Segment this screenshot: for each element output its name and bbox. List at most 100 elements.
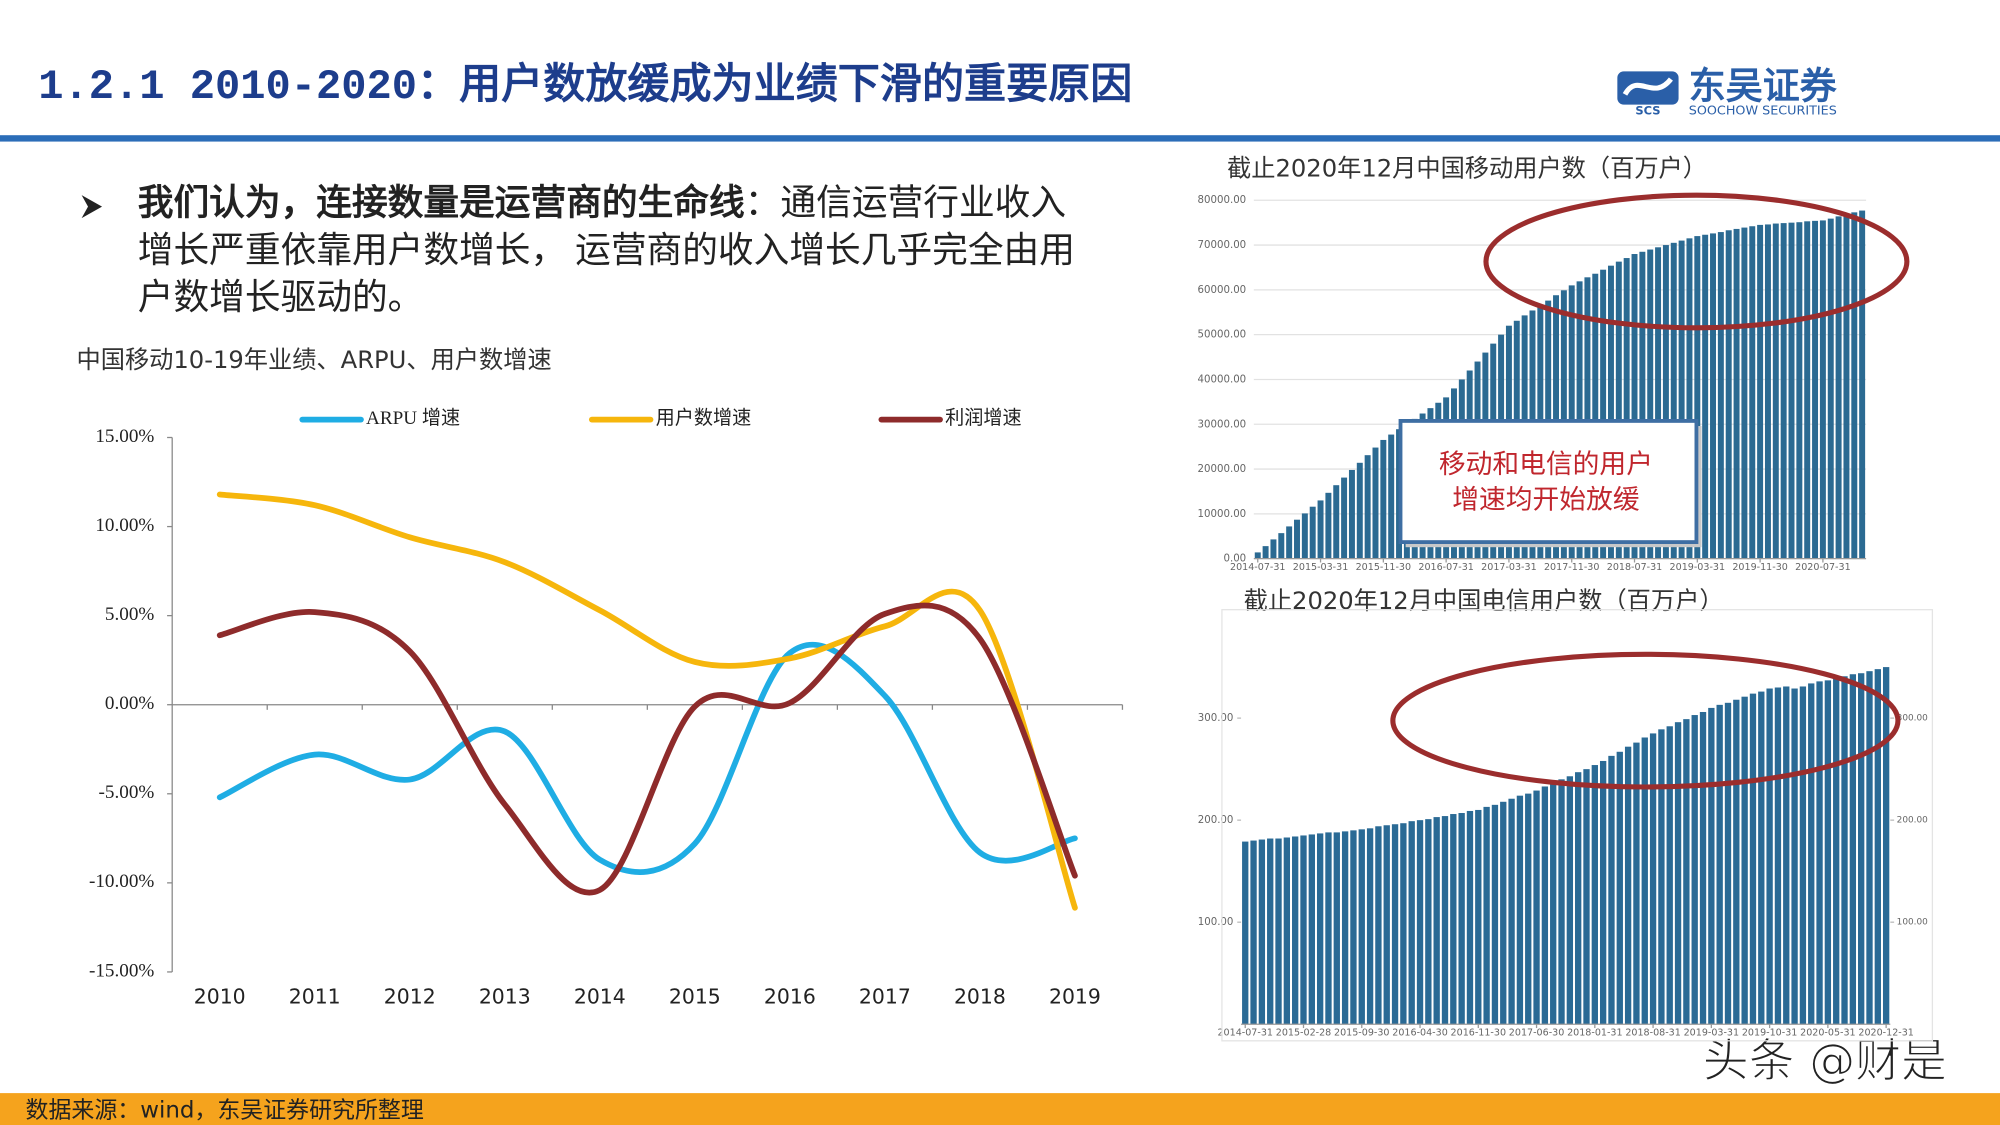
bar xyxy=(1851,212,1858,559)
x-tick-label: 2020-07-31 xyxy=(1795,562,1850,573)
bar xyxy=(1375,826,1382,1025)
bar xyxy=(1316,833,1324,1025)
chart-title: 截止2020年12月中国移动用户数（百万户） xyxy=(1227,155,1707,183)
bar xyxy=(1333,485,1340,559)
bar xyxy=(1592,273,1599,559)
bar xyxy=(1758,691,1765,1025)
x-tick-label: 2017 xyxy=(859,984,911,1008)
callout-box xyxy=(1398,419,1699,545)
bar xyxy=(1341,831,1349,1025)
bar xyxy=(1300,835,1307,1025)
bar xyxy=(1616,751,1623,1025)
x-tick-label: 2020-05-31 xyxy=(1800,1028,1855,1039)
y-tick-label: 300.00 xyxy=(1198,713,1234,724)
x-tick-label: 2020-12-31 xyxy=(1858,1028,1913,1039)
bar xyxy=(1783,686,1790,1025)
bullet-line: ：通信运营行业收入 xyxy=(745,183,1066,223)
bullet-line: 户数增长驱动的。 xyxy=(138,277,424,317)
bar xyxy=(1358,829,1365,1025)
y-tick-label: 10000.00 xyxy=(1198,509,1247,520)
bar xyxy=(1380,439,1387,559)
bar xyxy=(1816,681,1823,1025)
bar xyxy=(1294,519,1300,559)
bar xyxy=(1666,726,1673,1025)
bar xyxy=(1292,836,1299,1025)
chart-title: 中国移动10-19年业绩、ARPU、用户数增速 xyxy=(77,346,552,374)
x-tick-label: 2015-02-28 xyxy=(1276,1028,1331,1039)
bar xyxy=(1686,238,1693,559)
bar xyxy=(1441,816,1449,1025)
bar xyxy=(1710,233,1716,559)
x-tick-label: 2019-10-31 xyxy=(1742,1028,1797,1039)
bar xyxy=(1541,786,1549,1025)
bar xyxy=(1841,676,1848,1025)
logo: SCS 东吴证券 SOOCHOW SECURITIES xyxy=(1617,65,1838,118)
bar xyxy=(1674,722,1682,1025)
bar xyxy=(1774,687,1782,1025)
logo-name: 东吴证券 xyxy=(1689,65,1838,108)
bar xyxy=(1388,434,1395,559)
bar xyxy=(1558,779,1565,1025)
bar xyxy=(1702,234,1709,559)
bar xyxy=(1655,247,1662,559)
bar xyxy=(1749,693,1757,1025)
bar xyxy=(1278,533,1285,559)
bar xyxy=(1662,245,1669,559)
x-tick-label: 2018-07-31 xyxy=(1607,562,1662,573)
x-tick-label: 2019-03-31 xyxy=(1684,1028,1739,1039)
bar xyxy=(1416,820,1424,1025)
logo-english: SOOCHOW SECURITIES xyxy=(1689,103,1837,118)
bar xyxy=(1827,218,1834,559)
bar xyxy=(1843,214,1850,559)
bar xyxy=(1348,469,1355,559)
bar xyxy=(1788,222,1795,559)
bar xyxy=(1796,222,1803,559)
bar xyxy=(1491,804,1499,1025)
bar xyxy=(1566,776,1574,1025)
bar xyxy=(1267,838,1274,1025)
highlight-ellipse xyxy=(1390,651,1901,790)
bar xyxy=(1835,216,1842,559)
source-band xyxy=(0,1093,2000,1125)
bar xyxy=(1607,265,1614,559)
bar xyxy=(1683,719,1690,1025)
y-tick-label: -10.00% xyxy=(89,871,154,892)
x-tick-label: 2017-06-30 xyxy=(1509,1028,1564,1039)
bar xyxy=(1608,755,1615,1025)
bar xyxy=(1333,832,1340,1025)
bar xyxy=(1242,841,1249,1025)
logo-abbr: SCS xyxy=(1635,103,1660,117)
bar xyxy=(1647,249,1654,559)
y-tick-label: 80000.00 xyxy=(1198,195,1247,206)
bar xyxy=(1804,221,1811,559)
slide-title: 1.2.1 2010-2020：用户数放缓成为业绩下滑的重要原因 xyxy=(38,61,1132,111)
y-tick-label: -15.00% xyxy=(89,960,154,981)
bar xyxy=(1859,210,1866,559)
bar xyxy=(1550,783,1557,1025)
bar xyxy=(1678,240,1685,559)
bullet-bold: 我们认为，连接数量是运营商的生命线 xyxy=(138,183,745,223)
bar xyxy=(1670,242,1677,559)
y-tick-label: 30000.00 xyxy=(1198,419,1247,430)
bar xyxy=(1301,513,1308,559)
y-tick-label: 0.00 xyxy=(1223,554,1246,565)
x-tick-label: 2010 xyxy=(194,984,246,1008)
bar xyxy=(1808,683,1815,1025)
x-tick-label: 2014-07-31 xyxy=(1217,1028,1272,1039)
x-tick-label: 2014 xyxy=(574,984,626,1008)
bar xyxy=(1858,673,1865,1025)
bar xyxy=(1716,704,1723,1025)
y-tick-label: 70000.00 xyxy=(1198,240,1247,251)
legend-label: ARPU 增速 xyxy=(366,407,460,429)
bar xyxy=(1741,227,1748,559)
x-tick-label: 2015-11-30 xyxy=(1356,562,1411,573)
x-tick-label: 2012 xyxy=(384,984,436,1008)
bar xyxy=(1250,840,1257,1025)
x-tick-label: 2016-11-30 xyxy=(1451,1028,1506,1039)
bullet-text: 我们认为，连接数量是运营商的生命线：通信运营行业收入增长严重依靠用户数增长， 运… xyxy=(138,183,1075,317)
bar xyxy=(1780,223,1787,559)
x-tick-label: 2017-03-31 xyxy=(1481,562,1536,573)
bar xyxy=(1383,825,1390,1025)
bar xyxy=(1262,546,1269,559)
highlight-ellipse xyxy=(1483,192,1910,331)
